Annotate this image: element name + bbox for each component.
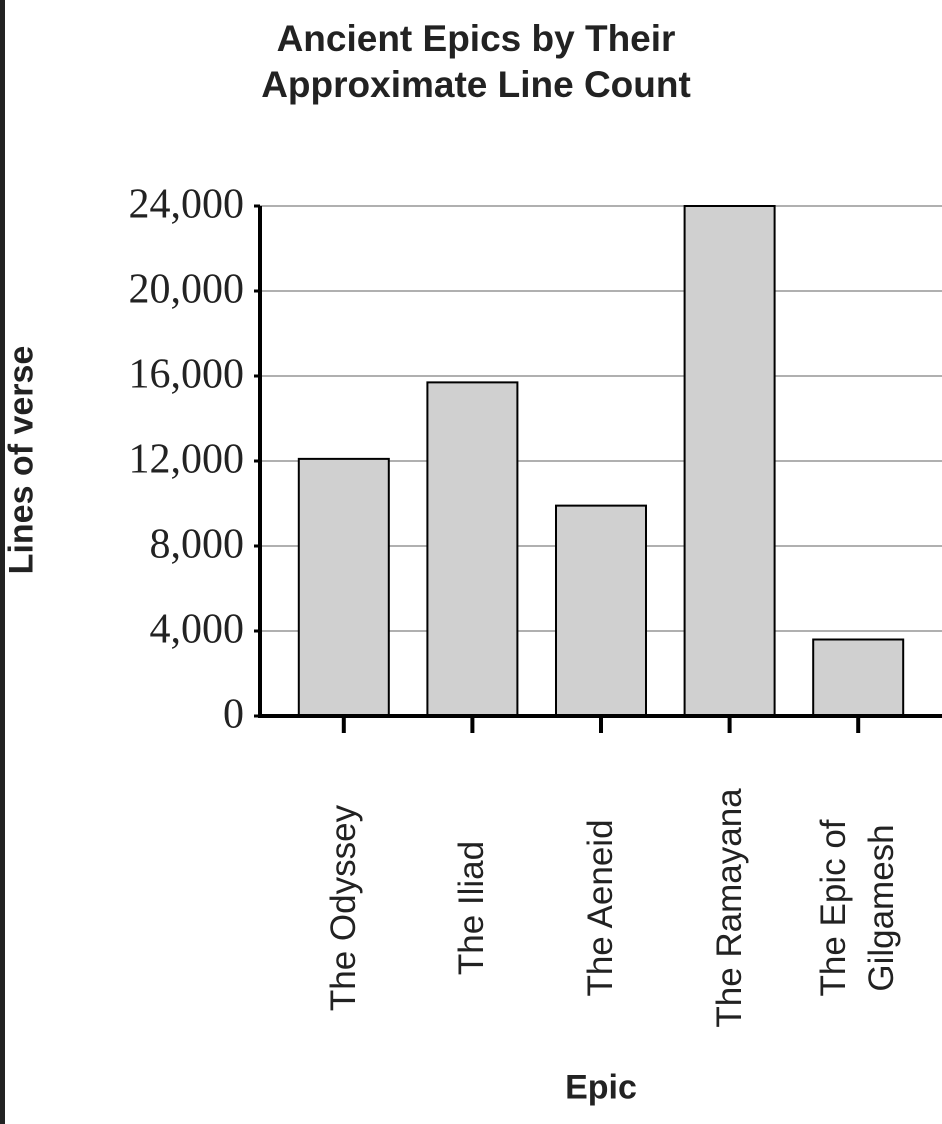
x-tick-label: The Odyssey <box>323 804 363 1012</box>
y-tick-label: 4,000 <box>150 607 245 653</box>
bar <box>426 381 519 717</box>
x-tick-label: The Ramayana <box>709 788 749 1028</box>
chart-title: Ancient Epics by Their Approximate Line … <box>261 18 691 105</box>
y-tick-label: 0 <box>223 692 244 738</box>
y-tick-label: 24,000 <box>129 182 245 228</box>
y-tick-label: 8,000 <box>150 522 245 568</box>
y-axis-label: Lines of verse <box>2 345 41 575</box>
bar <box>812 638 905 717</box>
x-tick-label: The Aeneid <box>581 819 620 997</box>
bar <box>297 457 390 717</box>
y-tick-label: 20,000 <box>129 267 245 313</box>
bar <box>555 504 647 717</box>
y-tick-label: 12,000 <box>129 437 245 483</box>
bar <box>683 205 776 717</box>
x-axis-label: Epic <box>565 1068 637 1107</box>
y-tick-label: 16,000 <box>129 352 245 398</box>
frame-edge <box>0 0 5 1124</box>
x-tick-label: The Epic of Gilgamesh <box>814 819 902 997</box>
x-tick-label: The Iliad <box>452 840 492 976</box>
